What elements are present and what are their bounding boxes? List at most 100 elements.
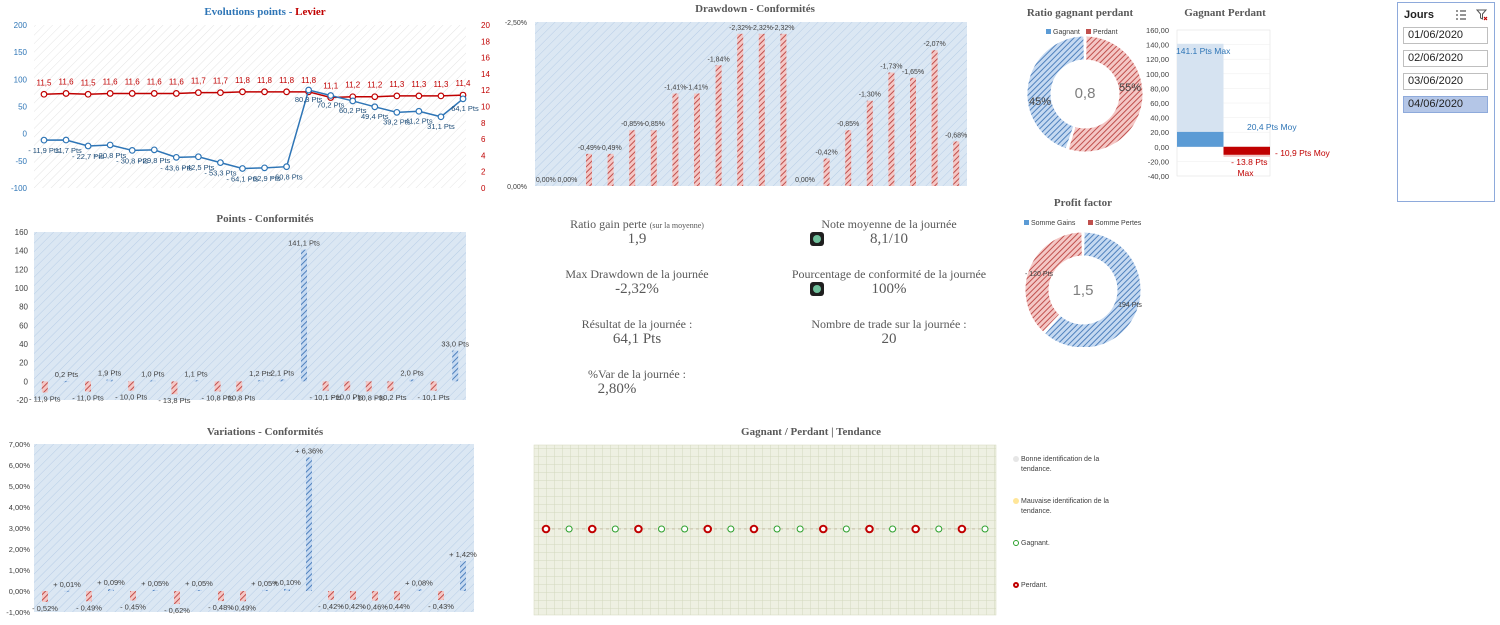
gp-tick: 0,00 (1154, 143, 1169, 152)
profit-legend-gain-swatch (1024, 220, 1029, 225)
kpi-drawdown-value: -2,32% (615, 281, 659, 297)
points-tick: 80 (19, 303, 28, 312)
kpi-trades-value: 20 (881, 331, 897, 347)
kpi-drawdown-label: Max Drawdown de la journée (565, 267, 709, 281)
points-point (239, 165, 246, 172)
evolutions-right-tick: 2 (481, 168, 486, 177)
variations-chart: 7,00% 6,00% 5,00% 4,00% 3,00% 2,00% 1,00% 0,00%… (6, 440, 477, 617)
slicer-item-01-06-2020[interactable]: 01/06/2020 (1403, 27, 1488, 44)
variations-bar (152, 589, 158, 591)
gp-tick: 160,00 (1146, 26, 1169, 35)
points-label: - 64,1 Pts (226, 174, 258, 183)
points-bar (193, 380, 199, 382)
evolutions-right-tick: 6 (481, 135, 486, 144)
points-bar-label: - 10,8 Pts (353, 393, 385, 402)
variations-bar-label: + 6,36% (295, 446, 323, 455)
drawdown-bar-label: -1,84% (708, 56, 730, 63)
drawdown-bar (758, 33, 765, 186)
variations-tick: 1,00% (9, 566, 31, 575)
points-bar (85, 381, 91, 392)
gp-tick: 40,00 (1150, 114, 1169, 123)
levier-label: 11,7 (191, 77, 207, 86)
clear-filter-icon[interactable] (1476, 9, 1488, 21)
drawdown-bar (910, 77, 916, 186)
points-tick: 160 (15, 228, 29, 237)
levier-label: 11,8 (257, 76, 273, 85)
gp-tick: 120,00 (1146, 55, 1169, 64)
slicer-title: Jours (1404, 9, 1434, 21)
slicer-item-03-06-2020[interactable]: 03/06/2020 (1403, 73, 1488, 90)
slicer-item-02-06-2020[interactable]: 02/06/2020 (1403, 50, 1488, 67)
slicer-item-04-06-2020[interactable]: 04/06/2020 (1403, 96, 1488, 113)
tendance-point-gagnant (796, 525, 804, 533)
variations-bar (394, 591, 400, 601)
drawdown-bar-label: -2,07% (924, 41, 946, 48)
points-point (172, 153, 180, 161)
levier-label: 11,6 (169, 77, 185, 86)
points-bar (409, 379, 415, 382)
drawdown-bar (931, 50, 938, 186)
points-point (106, 141, 114, 149)
variations-bar-label: + 0,09% (97, 578, 125, 587)
ratio-center-value: 0,8 (1075, 85, 1096, 102)
levier-point (150, 90, 158, 97)
points-label: - 20,8 Pts (94, 151, 126, 160)
points-point (261, 164, 268, 172)
gp-gain-avg-bar (1177, 131, 1224, 147)
points-bar-label: - 10,8 Pts (202, 393, 234, 402)
tendance-point-perdant (587, 524, 597, 534)
drawdown-bar-label: -0,49% (578, 145, 600, 152)
tendance-point-gagnant (935, 525, 943, 533)
tendance-legend-marker (1013, 582, 1019, 588)
drawdown-bar-label: -1,41% (664, 85, 686, 92)
gp-moy-loss-label: - 10,9 Pts Moy (1275, 148, 1331, 158)
drawdown-bar-label: -1,73% (880, 64, 902, 71)
evolutions-left-tick: 200 (14, 21, 28, 30)
variations-bar (196, 589, 202, 591)
points-bar-label: - 10,0 Pts (331, 393, 363, 402)
points-bar (430, 381, 437, 391)
tendance-legend-marker (1013, 498, 1019, 504)
levier-label: 11,5 (81, 78, 97, 87)
kpi-result-label: Résultat de la journée : (581, 317, 693, 331)
gp-tick: 80,00 (1150, 84, 1169, 93)
profit-loss-label: - 120 Pts (1025, 271, 1054, 278)
evolutions-title-levier: Levier (295, 6, 326, 18)
levier-label: 11,7 (213, 77, 229, 86)
points-point (128, 147, 136, 154)
tendance-point-perdant (957, 524, 967, 534)
variations-bar (416, 589, 422, 591)
levier-point (371, 93, 379, 101)
evolutions-right-tick: 10 (481, 103, 490, 112)
points-point (40, 136, 48, 144)
points-bar (106, 379, 113, 382)
multi-select-icon[interactable] (1455, 9, 1467, 21)
points-bar (365, 381, 372, 392)
drawdown-bar-label: 0,00% (536, 177, 556, 184)
variations-bar-label: - 0,48% (208, 603, 234, 612)
evolutions-right-tick: 4 (481, 151, 486, 160)
points-point (305, 86, 313, 94)
variations-bar-label: + 0,08% (405, 578, 433, 587)
points-label: 70,2 Pts (317, 101, 345, 110)
points-point (459, 95, 467, 103)
levier-label: 11,8 (301, 76, 317, 85)
levier-label: 11,6 (59, 77, 75, 86)
kpi-trades-label: Nombre de trade sur la journée : (811, 317, 967, 331)
points-label: - 42,5 Pts (182, 163, 214, 172)
points-chart: 160 140 120 100 80 60 40 20 0 -20- 11,9 Pts 0,2 Pt… (15, 228, 470, 405)
profit-center-value: 1,5 (1073, 282, 1094, 299)
variations-bar-label: + 1,42% (449, 550, 477, 559)
variations-bar (174, 591, 180, 605)
evolutions-title-main: Evolutions points - (204, 6, 296, 18)
drawdown-bar-label: -0,85% (643, 121, 665, 128)
drawdown-bar (866, 100, 873, 186)
evolutions-right-tick: 18 (481, 37, 490, 46)
variations-bar (108, 589, 114, 591)
evolutions-left-tick: 0 (23, 130, 28, 139)
points-bar-label: 0,2 Pts (55, 370, 79, 379)
variations-bar (218, 591, 224, 602)
drawdown-bar (629, 130, 636, 186)
variations-bar-label: - 0,44% (384, 602, 410, 611)
points-bar (236, 381, 243, 392)
